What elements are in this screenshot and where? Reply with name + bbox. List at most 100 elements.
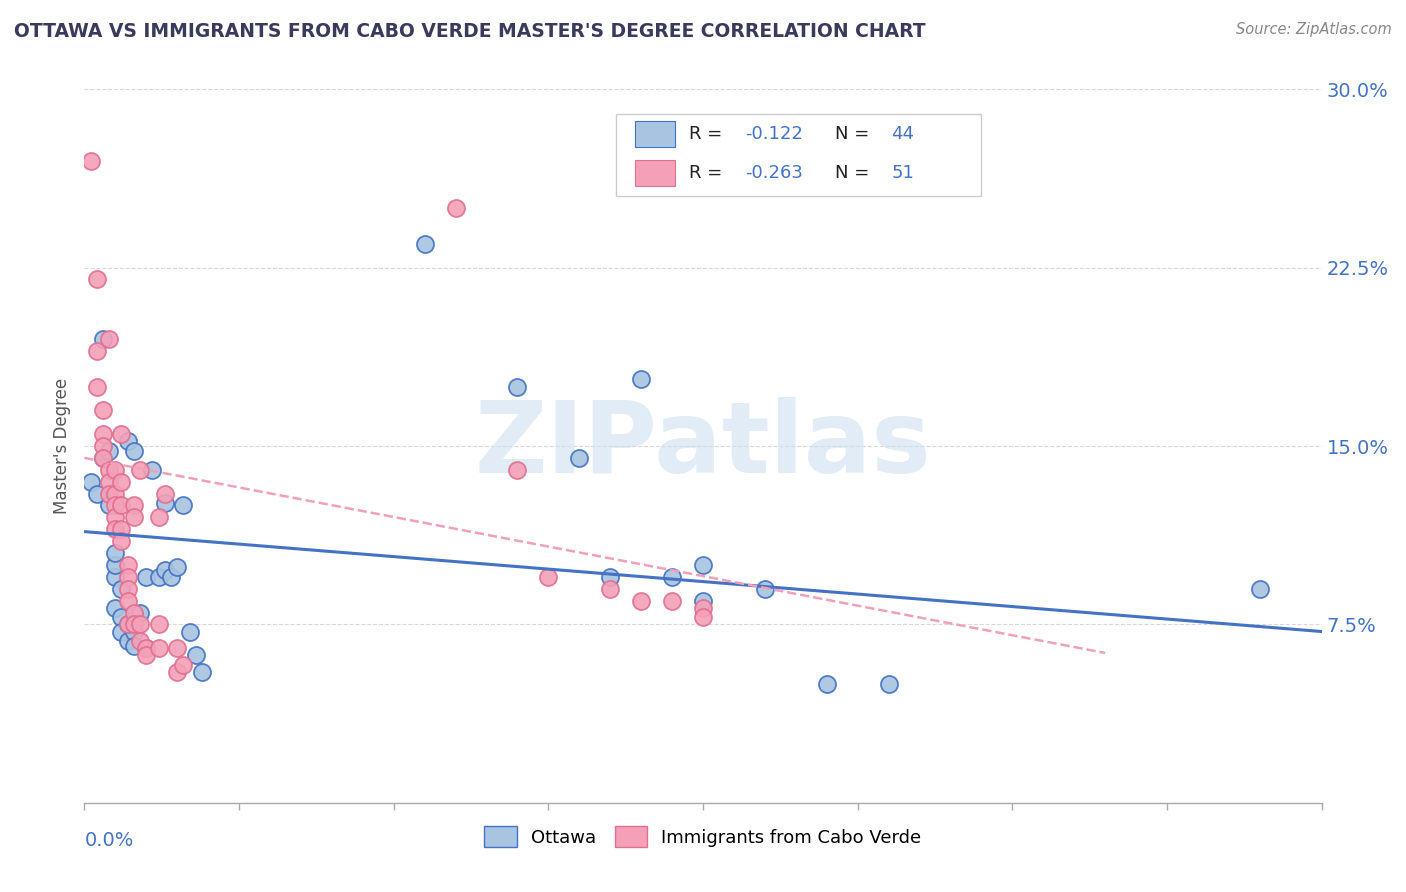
Point [444,201,467,215]
Point [754,582,776,596]
Point [110,624,132,639]
Text: N =: N = [835,164,876,182]
Point [122,443,145,458]
Point [630,372,652,386]
Point [135,570,157,584]
Text: N =: N = [835,125,876,143]
Point [91,450,114,465]
Point [172,657,194,672]
Point [98,499,121,513]
Point [153,486,176,500]
Point [104,486,127,500]
Text: 0.0%: 0.0% [84,831,134,850]
Point [122,499,145,513]
Point [104,600,127,615]
Text: Source: ZipAtlas.com: Source: ZipAtlas.com [1236,22,1392,37]
Point [191,665,214,679]
Point [98,486,121,500]
Y-axis label: Master's Degree: Master's Degree [53,378,72,514]
Point [91,332,114,346]
Point [86,343,108,358]
Point [86,486,108,500]
Point [148,617,170,632]
Legend: Ottawa, Immigrants from Cabo Verde: Ottawa, Immigrants from Cabo Verde [477,819,929,855]
Point [877,677,900,691]
Point [110,582,132,596]
Point [1249,582,1271,596]
Point [104,499,127,513]
Point [148,510,170,524]
Point [599,570,621,584]
Point [91,439,114,453]
Point [129,463,152,477]
Text: ZIPatlas: ZIPatlas [475,398,931,494]
Point [110,475,132,489]
FancyBboxPatch shape [616,114,981,196]
Point [110,522,132,536]
FancyBboxPatch shape [636,160,675,186]
Point [148,570,170,584]
Point [104,546,127,560]
Point [98,475,121,489]
Point [129,606,152,620]
Point [117,558,139,572]
Point [141,463,163,477]
Point [104,463,127,477]
Point [692,558,714,572]
Point [166,665,188,679]
Point [692,610,714,624]
Text: -0.122: -0.122 [745,125,803,143]
Point [661,593,683,607]
Point [135,641,157,656]
Text: 51: 51 [891,164,914,182]
Point [117,617,139,632]
Point [135,648,157,663]
Point [98,443,121,458]
Point [122,624,145,639]
Point [599,582,621,596]
Point [117,634,139,648]
Point [172,499,194,513]
Point [153,563,176,577]
Point [91,450,114,465]
Text: 44: 44 [891,125,914,143]
Point [122,617,145,632]
Point [568,450,591,465]
Point [815,677,838,691]
Point [129,634,152,648]
Point [110,499,132,513]
Point [630,593,652,607]
Point [104,570,127,584]
Point [110,427,132,442]
FancyBboxPatch shape [636,121,675,147]
Point [129,617,152,632]
Point [122,639,145,653]
Text: OTTAWA VS IMMIGRANTS FROM CABO VERDE MASTER'S DEGREE CORRELATION CHART: OTTAWA VS IMMIGRANTS FROM CABO VERDE MAS… [14,22,925,41]
Point [153,496,176,510]
Point [91,427,114,442]
Point [166,560,188,574]
Point [117,570,139,584]
Point [104,510,127,524]
Point [692,600,714,615]
Point [79,153,101,168]
Point [117,617,139,632]
Point [166,641,188,656]
Text: R =: R = [689,164,728,182]
Point [537,570,560,584]
Point [506,379,529,393]
Point [86,272,108,286]
Point [104,558,127,572]
Point [79,475,101,489]
Point [179,624,201,639]
Point [148,641,170,656]
Text: R =: R = [689,125,728,143]
Point [184,648,207,663]
Point [160,570,183,584]
Point [661,570,683,584]
Point [117,582,139,596]
Point [110,610,132,624]
Point [91,403,114,417]
Point [692,593,714,607]
Point [98,463,121,477]
